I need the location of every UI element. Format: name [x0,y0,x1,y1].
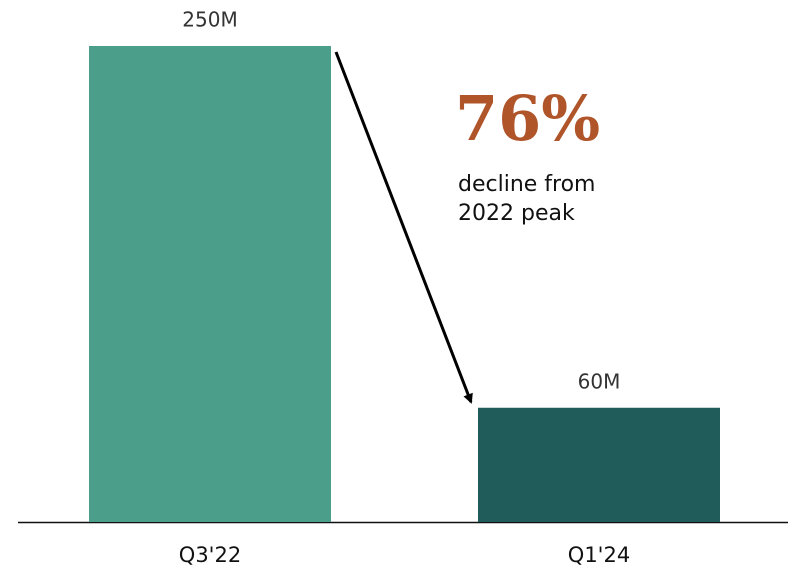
bar [478,407,720,522]
x-tick-label: Q3'22 [179,543,241,567]
bar [89,46,331,522]
x-tick-label: Q1'24 [568,543,630,567]
annotation-value: 76% [455,82,600,155]
value-label: 250M [182,8,237,32]
annotation-text: 2022 peak [458,201,575,226]
annotation-text: decline from [458,172,596,197]
arrow [334,51,473,404]
value-label: 60M [578,369,621,393]
